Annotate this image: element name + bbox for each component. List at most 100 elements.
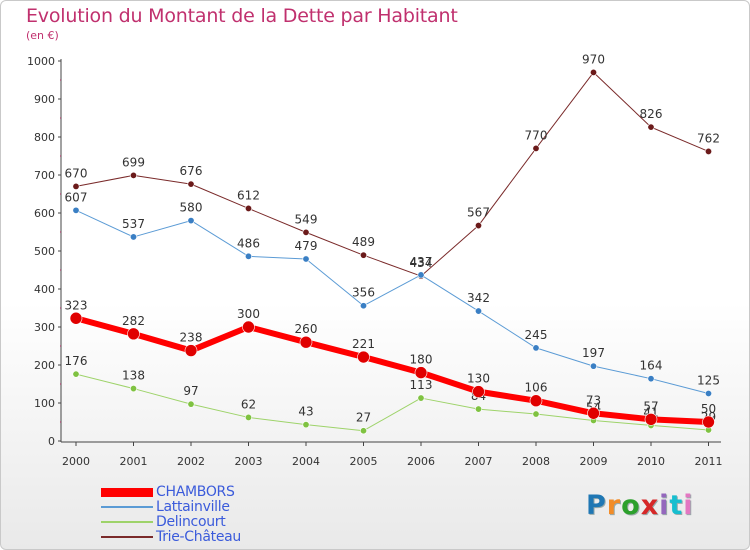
data-label-trie-ch-teau: 434: [410, 256, 433, 270]
data-label-lattainville: 356: [352, 286, 375, 300]
legend-swatch: [101, 506, 153, 508]
data-label-trie-ch-teau: 549: [295, 212, 318, 226]
x-tick-label: 2000: [62, 455, 90, 468]
data-label-chambors: 57: [643, 399, 658, 413]
logo-letter: o: [621, 490, 641, 521]
logo-letter: r: [606, 490, 622, 521]
data-label-chambors: 238: [180, 331, 203, 345]
x-tick-label: 2007: [465, 455, 493, 468]
x-tick-label: 2004: [292, 455, 320, 468]
x-tick-label: 2005: [350, 455, 378, 468]
data-point-delincourt: [359, 427, 367, 435]
data-label-lattainville: 479: [295, 239, 318, 253]
data-point-lattainville: [302, 255, 310, 263]
data-point-trie-ch-teau: [704, 147, 712, 155]
x-tick-label: 2003: [235, 455, 263, 468]
data-point-lattainville: [589, 362, 597, 370]
data-point-chambors: [587, 406, 600, 420]
y-tick-label: 1000: [27, 55, 55, 68]
data-label-lattainville: 342: [467, 291, 490, 305]
logo-letter: P: [586, 490, 607, 521]
data-point-delincourt: [245, 413, 253, 421]
series-line-delincourt: [75, 373, 709, 432]
data-label-delincourt: 138: [122, 369, 145, 383]
data-point-trie-ch-teau: [474, 222, 482, 230]
y-tick-label: 700: [34, 169, 55, 182]
y-tick-label: 500: [34, 245, 55, 258]
data-point-chambors: [414, 366, 428, 379]
data-point-lattainville: [647, 375, 655, 383]
data-point-trie-ch-teau: [302, 228, 310, 236]
x-tick-label: 2010: [637, 455, 665, 468]
legend-label: Lattainville: [156, 499, 230, 515]
proxiti-logo: Proxiti: [586, 490, 694, 521]
series-line-lattainville: [75, 209, 709, 394]
y-tick-label: 600: [34, 207, 55, 220]
data-point-chambors: [644, 413, 658, 426]
logo-letter: i: [683, 490, 694, 521]
data-point-trie-ch-teau: [589, 68, 597, 76]
data-point-delincourt: [532, 410, 540, 418]
data-point-chambors: [299, 335, 313, 349]
legend-label: Trie-Château: [156, 529, 241, 545]
data-label-chambors: 260: [295, 322, 318, 336]
data-point-trie-ch-teau: [647, 123, 655, 131]
data-point-chambors: [69, 311, 83, 325]
data-label-trie-ch-teau: 770: [525, 128, 548, 142]
logo-letter: i: [659, 490, 670, 521]
data-label-trie-ch-teau: 670: [65, 166, 88, 180]
data-label-chambors: 221: [352, 337, 375, 351]
legend-label: CHAMBORS: [156, 484, 235, 500]
chart-title: Evolution du Montant de la Dette par Hab…: [26, 5, 458, 27]
data-label-chambors: 50: [701, 402, 716, 416]
data-label-delincourt: 43: [298, 405, 313, 419]
data-label-delincourt: 62: [241, 397, 256, 411]
series-line-chambors: [73, 315, 712, 425]
data-label-delincourt: 27: [356, 411, 371, 425]
data-point-trie-ch-teau: [245, 204, 253, 212]
data-label-trie-ch-teau: 762: [697, 131, 720, 145]
x-tick-label: 2008: [522, 455, 550, 468]
data-point-chambors: [127, 327, 140, 341]
legend-swatch: [101, 521, 153, 523]
data-label-trie-ch-teau: 699: [122, 155, 145, 169]
logo-letter: t: [669, 490, 684, 521]
data-label-chambors: 106: [525, 381, 548, 395]
series-line-trie-ch-teau: [75, 71, 709, 277]
x-tick-label: 2001: [120, 455, 148, 468]
data-point-chambors: [529, 394, 543, 408]
x-tick-label: 2006: [407, 455, 435, 468]
data-label-trie-ch-teau: 676: [180, 164, 203, 178]
data-point-delincourt: [474, 405, 482, 413]
data-point-lattainville: [704, 389, 712, 397]
data-point-trie-ch-teau: [187, 180, 195, 188]
data-label-chambors: 130: [467, 372, 490, 386]
y-tick-label: 900: [34, 93, 55, 106]
data-point-delincourt: [417, 394, 425, 402]
data-point-trie-ch-teau: [359, 251, 367, 259]
data-point-lattainville: [72, 206, 80, 214]
x-tick-label: 2002: [177, 455, 205, 468]
data-point-chambors: [184, 344, 198, 357]
legend-label: Delincourt: [156, 514, 226, 530]
data-point-trie-ch-teau: [72, 182, 80, 190]
chart-unit: (en €): [26, 29, 59, 42]
data-point-lattainville: [130, 233, 138, 241]
data-label-chambors: 323: [65, 298, 88, 312]
legend-swatch: [101, 487, 153, 497]
data-label-trie-ch-teau: 826: [640, 107, 663, 121]
data-point-lattainville: [359, 302, 367, 310]
data-point-lattainville: [245, 252, 253, 260]
data-point-lattainville: [474, 307, 482, 315]
data-label-delincourt: 113: [410, 378, 433, 392]
data-label-lattainville: 537: [122, 217, 145, 231]
data-label-chambors: 282: [122, 314, 145, 328]
data-label-lattainville: 125: [697, 374, 720, 388]
data-point-chambors: [242, 320, 255, 334]
data-label-chambors: 300: [237, 307, 260, 321]
data-label-delincourt: 97: [183, 384, 198, 398]
data-point-chambors: [472, 385, 485, 398]
data-label-lattainville: 486: [237, 236, 260, 250]
data-label-lattainville: 197: [582, 346, 605, 360]
